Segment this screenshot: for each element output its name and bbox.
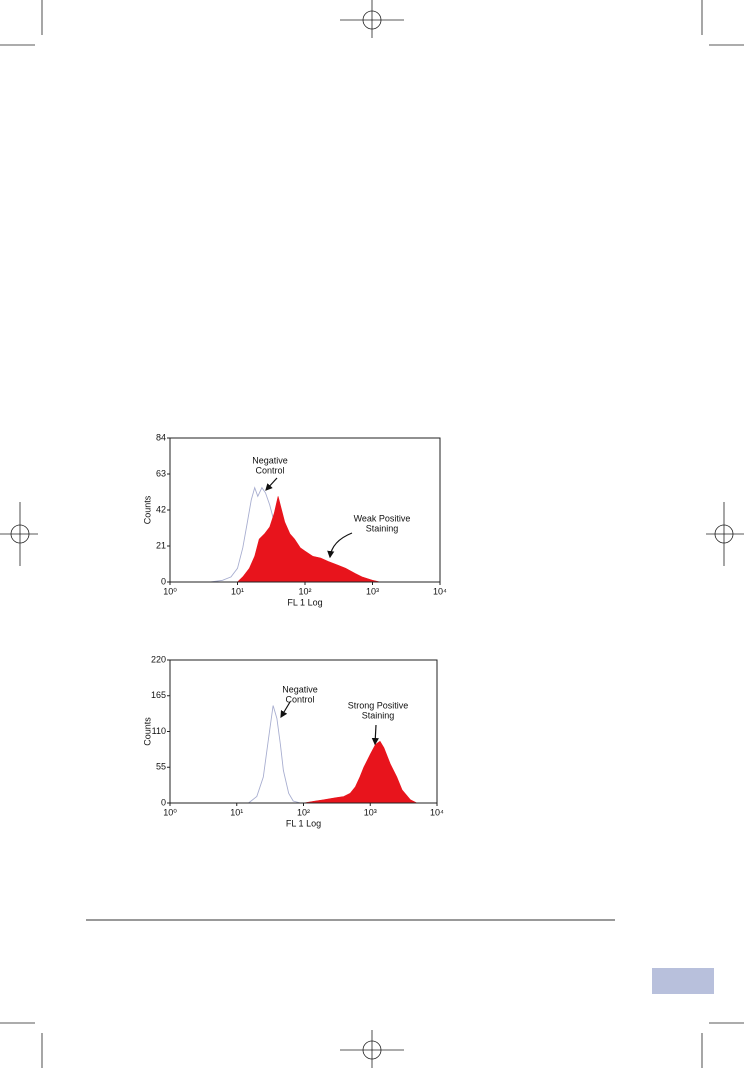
x-tick-label: 10² [297,807,310,817]
y-tick-label: 21 [156,540,166,550]
annotation: Staining [362,710,395,720]
histogram-outline [248,705,301,804]
x-axis-label: FL 1 Log [287,597,322,607]
y-tick-label: 55 [156,762,166,772]
x-tick-label: 10⁰ [163,807,177,817]
x-tick-label: 10³ [364,807,377,817]
annotation-arrow [371,724,379,746]
x-tick-label: 10⁴ [433,586,447,596]
x-axis-label: FL 1 Log [286,818,321,828]
annotation-arrow [280,701,291,719]
histogram-area [236,496,381,583]
y-tick-label: 110 [152,726,166,736]
annotation: Weak Positive [354,513,411,523]
x-tick-label: 10¹ [231,586,244,596]
x-tick-label: 10² [298,586,311,596]
annotation-arrow [327,532,353,559]
annotation: Control [255,465,284,475]
y-tick-label: 0 [161,576,166,586]
y-tick-label: 165 [151,690,166,700]
annotation-arrow [265,477,278,491]
x-tick-label: 10¹ [230,807,243,817]
x-tick-label: 10⁴ [430,807,444,817]
y-tick-label: 84 [156,432,166,442]
x-tick-label: 10³ [366,586,379,596]
page-tab [652,968,714,994]
annotation: Negative [282,684,318,694]
y-tick-label: 220 [151,654,166,664]
annotation: Staining [366,523,399,533]
annotation: Control [285,694,314,704]
y-tick-label: 42 [156,504,166,514]
y-axis-label: Counts [142,495,152,524]
annotation: Negative [252,455,288,465]
y-axis-label: Counts [142,717,152,746]
histogram-area [303,740,418,804]
y-tick-label: 0 [161,797,166,807]
y-tick-label: 63 [156,468,166,478]
annotation: Strong Positive [348,700,409,710]
x-tick-label: 10⁰ [163,586,177,596]
